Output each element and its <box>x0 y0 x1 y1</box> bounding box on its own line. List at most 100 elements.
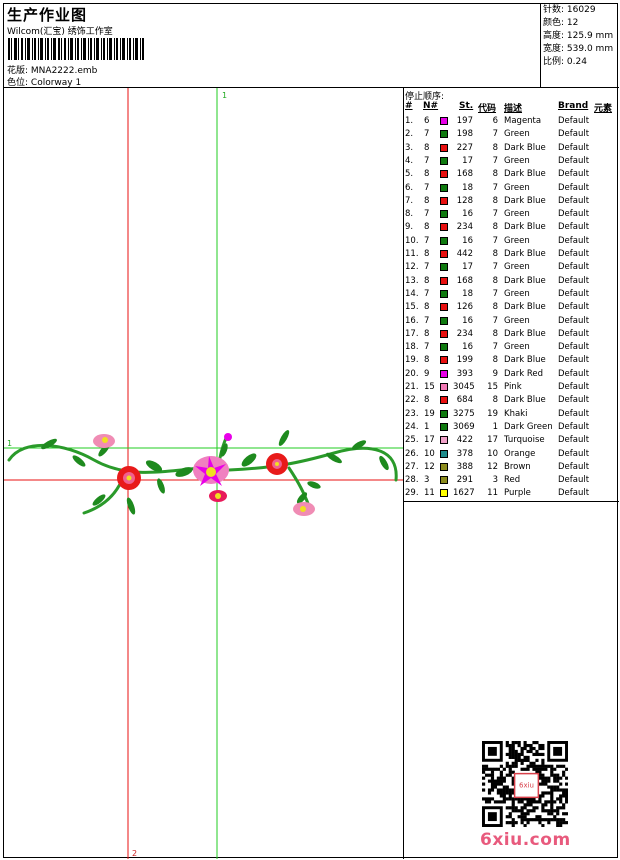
color-swatch <box>440 156 448 165</box>
row-desc: Dark Red <box>504 368 544 379</box>
row-stitches: 197 <box>456 116 473 126</box>
sequence-row: 21. 15 3045 15 Pink Default <box>404 381 619 394</box>
color-swatch <box>440 196 448 205</box>
row-desc: Dark Blue <box>504 355 546 366</box>
row-needle: 7 <box>424 182 430 193</box>
pink-flower-bottom-right <box>293 502 315 516</box>
col-header-code: 代码 <box>478 104 497 114</box>
color-swatch <box>440 263 448 272</box>
row-desc: Turquoise <box>504 435 545 446</box>
row-index: 4. <box>405 155 414 166</box>
row-index: 6. <box>405 182 414 193</box>
row-index: 28. <box>405 475 419 486</box>
row-stitches: 16 <box>462 235 473 246</box>
row-desc: Green <box>504 182 530 193</box>
color-swatch <box>440 383 448 391</box>
row-stitches: 16 <box>462 315 473 326</box>
row-index: 5. <box>405 169 414 180</box>
row-index: 20. <box>405 368 419 379</box>
sequence-row: 22. 8 684 8 Dark Blue Default <box>404 394 619 407</box>
color-swatch <box>440 422 448 431</box>
row-brand: Default <box>558 302 590 313</box>
row-code: 8 <box>492 395 498 406</box>
color-swatch <box>440 143 448 152</box>
colorway-line: 色位: Colorway 1 <box>7 75 81 88</box>
design-file-label: 花版: <box>7 66 29 76</box>
row-stitches: 168 <box>456 275 473 286</box>
row-brand: Default <box>558 209 590 220</box>
row-needle: 1 <box>424 421 430 432</box>
row-needle: 7 <box>424 235 430 246</box>
row-needle: 8 <box>424 395 430 406</box>
row-code: 3 <box>492 475 498 486</box>
color-swatch <box>440 343 448 352</box>
row-stitches: 17 <box>462 262 473 273</box>
row-desc: Dark Blue <box>504 302 546 313</box>
row-brand: Default <box>558 355 590 366</box>
row-needle: 9 <box>424 368 430 379</box>
color-swatch <box>440 436 448 445</box>
row-index: 10. <box>405 235 419 246</box>
row-index: 11. <box>405 249 419 259</box>
row-brand: Default <box>558 408 590 419</box>
row-stitches: 422 <box>456 435 473 446</box>
sequence-row: 20. 9 393 9 Dark Red Default <box>404 368 619 381</box>
row-code: 8 <box>492 249 498 259</box>
row-code: 7 <box>492 155 498 166</box>
row-desc: Orange <box>504 448 536 459</box>
row-code: 8 <box>492 355 498 366</box>
color-swatch <box>440 276 448 285</box>
row-index: 22. <box>405 395 419 406</box>
sequence-row: 25. 17 422 17 Turquoise Default <box>404 434 619 447</box>
row-index: 16. <box>405 315 419 326</box>
row-code: 8 <box>492 195 498 206</box>
row-desc: Red <box>504 475 521 486</box>
row-code: 7 <box>492 262 498 273</box>
row-desc: Dark Blue <box>504 142 546 153</box>
row-brand: Default <box>558 448 590 459</box>
center-flower <box>193 433 232 502</box>
stats-panel: 针数: 16029 颜色: 12 高度: 125.9 mm 宽度: 539.0 … <box>541 4 619 88</box>
row-desc: Dark Blue <box>504 195 546 206</box>
row-code: 7 <box>492 342 498 353</box>
sequence-row: 8. 7 16 7 Green Default <box>404 208 619 221</box>
row-desc: Purple <box>504 488 531 499</box>
row-desc: Brown <box>504 461 531 472</box>
row-code: 7 <box>492 209 498 220</box>
row-code: 8 <box>492 142 498 153</box>
row-index: 3. <box>405 142 414 153</box>
row-stitches: 388 <box>456 461 473 472</box>
sequence-row: 24. 1 3069 1 Dark Green Default <box>404 421 619 434</box>
row-stitches: 16 <box>462 209 473 220</box>
row-code: 15 <box>487 382 498 392</box>
row-desc: Green <box>504 288 530 299</box>
row-stitches: 3045 <box>453 382 475 392</box>
row-stitches: 198 <box>456 129 473 140</box>
row-desc: Green <box>504 235 530 246</box>
color-swatch <box>440 409 448 418</box>
row-needle: 8 <box>424 222 430 233</box>
row-brand: Default <box>558 155 590 166</box>
sequence-row: 11. 8 442 8 Dark Blue Default <box>404 248 619 261</box>
row-index: 25. <box>405 435 419 446</box>
row-brand: Default <box>558 328 590 339</box>
row-brand: Default <box>558 182 590 193</box>
row-code: 12 <box>487 461 498 472</box>
sequence-title: 停止顺序: <box>405 92 445 102</box>
row-needle: 3 <box>424 475 430 486</box>
sequence-row: 26. 10 378 10 Orange Default <box>404 448 619 461</box>
sequence-row: 14. 7 18 7 Green Default <box>404 288 619 301</box>
sequence-row: 28. 3 291 3 Red Default <box>404 474 619 487</box>
row-brand: Default <box>558 382 590 392</box>
sequence-row: 7. 8 128 8 Dark Blue Default <box>404 195 619 208</box>
row-brand: Default <box>558 249 590 259</box>
color-swatch <box>440 449 448 458</box>
row-stitches: 378 <box>456 448 473 459</box>
row-stitches: 1627 <box>453 488 475 499</box>
row-brand: Default <box>558 116 590 126</box>
row-needle: 8 <box>424 275 430 286</box>
row-stitches: 684 <box>456 395 473 406</box>
sequence-row: 2. 7 198 7 Green Default <box>404 128 619 141</box>
color-swatch <box>440 117 448 125</box>
row-code: 8 <box>492 328 498 339</box>
